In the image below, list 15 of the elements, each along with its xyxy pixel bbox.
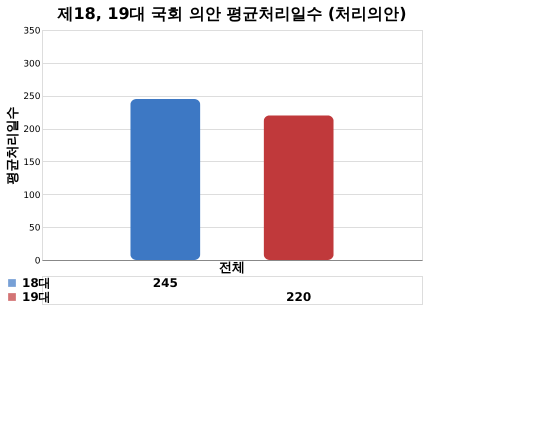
y-tick-label: 50 — [29, 224, 41, 234]
y-tick-label: 300 — [23, 59, 41, 70]
y-tick-label: 150 — [23, 158, 41, 168]
y-tick-label: 250 — [23, 92, 41, 102]
data-label: 245 — [152, 276, 178, 290]
legend-label: 19대 — [22, 290, 51, 304]
y-tick-label: 0 — [34, 256, 41, 266]
y-tick-label: 350 — [23, 26, 41, 36]
y-tick-label: 200 — [23, 125, 41, 136]
y-axis-title: 평균처리일수 — [5, 106, 20, 184]
legend-label: 18대 — [22, 276, 51, 290]
chart-title: 제18, 19대 국회 의안 평균처리일수 (처리의안) — [56, 4, 407, 23]
x-tick-label: 전체 — [219, 260, 245, 276]
y-tick-label: 100 — [23, 190, 41, 201]
data-label: 220 — [286, 290, 312, 304]
